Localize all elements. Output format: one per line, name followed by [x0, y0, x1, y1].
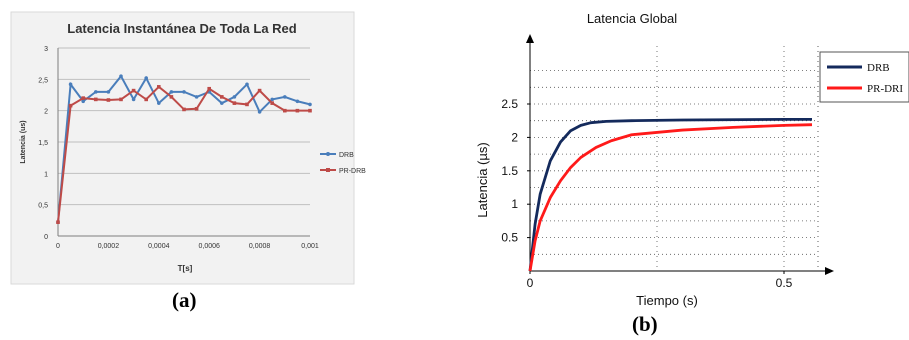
chart-a-point-drb [68, 82, 73, 87]
chart-b-y-arrow [526, 34, 534, 43]
chart-a-point-drb [144, 76, 148, 80]
legend-drb-label: DRB [339, 152, 354, 159]
chart-b-x-arrow [825, 267, 834, 275]
chart-a-point-prdrb [270, 101, 274, 105]
chart-b-title: Latencia Global [587, 11, 677, 26]
legend-prdrb-label: PR-DRB [339, 168, 366, 175]
chart-b: Latencia Global 0.5 1 1.5 2 2.5 00.51 Latenc… [475, 11, 909, 308]
chart-a-x-ticks: 0 0,0002 0,0004 0,0006 0,0008 0,001 [56, 243, 319, 250]
chart-b-series [528, 117, 813, 272]
chart-a-point-drb [194, 95, 199, 99]
chart-a-y-tick-label: 1,5 [38, 140, 48, 147]
chart-a-y-tick-label: 2,5 [38, 77, 48, 84]
chart-a-x-tick-label: 0,0002 [98, 243, 120, 250]
chart-a-point-prdrb [157, 85, 161, 89]
chart-a-x-tick-label: 0 [56, 243, 60, 250]
chart-b-y-ticks: 0.5 1 1.5 2 2.5 [501, 97, 530, 245]
chart-b-series-line-drb [528, 117, 812, 272]
caption-a: (a) [172, 288, 197, 312]
chart-b-y-tick-label: 0.5 [501, 231, 518, 245]
chart-a-point-drb [169, 90, 174, 94]
chart-a-point-drb [94, 90, 98, 94]
chart-b-y-tick-label: 2.5 [501, 97, 518, 111]
chart-a-legend: DRB PR-DRB [320, 152, 366, 175]
chart-a-point-drb [232, 95, 237, 99]
chart-a-point-prdrb [119, 97, 123, 102]
chart-a-point-prdrb [169, 95, 174, 99]
chart-a-x-tick-label: 0,0008 [249, 243, 271, 250]
chart-a-series [56, 74, 312, 225]
chart-a-x-label: T[s] [178, 264, 193, 273]
chart-a-point-prdrb [220, 95, 224, 99]
chart-a-point-prdrb [94, 97, 98, 102]
chart-a-point-drb [157, 101, 161, 105]
caption-b: (b) [632, 312, 658, 336]
chart-a-point-prdrb [232, 101, 237, 105]
chart-a-point-drb [131, 97, 136, 102]
chart-a-point-prdrb [257, 88, 262, 93]
chart-a-point-prdrb [295, 108, 300, 113]
chart-a-point-drb [119, 74, 123, 78]
chart-a-point-prdrb [144, 97, 148, 102]
chart-a-y-label: Latencia (us) [20, 120, 27, 163]
chart-a-point-prdrb [56, 220, 60, 225]
chart-b-x-ticks: 00.51 [527, 271, 793, 290]
chart-b-y-tick-label: 1.5 [501, 164, 518, 178]
chart-a-x-tick-label: 0,001 [301, 243, 319, 250]
chart-b-x-tick-label: 0 [527, 276, 534, 290]
chart-a-y-tick-label: 0,5 [38, 203, 48, 210]
chart-b-x-label: Tiempo (s) [636, 293, 698, 308]
chart-a-grid [58, 47, 310, 206]
chart-b-grid [530, 46, 819, 271]
chart-a-point-drb [182, 90, 186, 94]
chart-a-y-tick-label: 0 [44, 234, 48, 241]
chart-a-x-tick-label: 0,0006 [198, 243, 220, 250]
chart-a-point-drb [220, 101, 224, 105]
chart-a-y-tick-label: 1 [44, 171, 48, 178]
chart-a-point-prdrb [308, 108, 312, 113]
chart-b-x-tick-label: 0.5 [776, 276, 793, 290]
chart-a-point-drb [81, 99, 85, 104]
chart-a-point-drb [270, 97, 275, 102]
chart-a-point-drb [295, 99, 300, 104]
legend-b-prdri-label: PR-DRI [867, 83, 903, 95]
chart-a-title: Latencia Instantánea De Toda La Red [67, 21, 297, 36]
chart-a-point-drb [106, 90, 111, 94]
chart-a-point-prdrb [182, 107, 186, 112]
chart-b-y-label: Latencia (µs) [475, 142, 490, 217]
chart-b-legend: DRB PR-DRI [819, 51, 909, 103]
chart-a-y-ticks: 0 0,5 1 1,5 2 2,5 3 [38, 46, 48, 241]
chart-a-point-prdrb [207, 86, 211, 91]
chart-b-legend-box [819, 51, 909, 103]
legend-b-drb-label: DRB [867, 62, 890, 74]
chart-a-point-drb [283, 95, 287, 99]
legend-prdrb-marker [326, 168, 330, 172]
chart-a-point-prdrb [106, 98, 111, 102]
chart-a: Latencia Instantánea De Toda La Red 0 0,5… [10, 11, 366, 285]
chart-a-x-tick-label: 0,0004 [148, 243, 170, 250]
chart-b-y-tick-label: 1 [511, 197, 518, 211]
chart-a-point-drb [257, 110, 262, 114]
chart-a-point-prdrb [131, 88, 136, 93]
chart-a-background [10, 11, 355, 285]
chart-a-point-prdrb [194, 106, 199, 111]
chart-a-point-prdrb [283, 108, 287, 113]
chart-a-y-tick-label: 3 [44, 46, 48, 53]
chart-a-point-prdrb [245, 102, 249, 107]
chart-b-y-tick-label: 2 [511, 130, 518, 144]
chart-a-point-drb [245, 82, 249, 87]
chart-a-point-prdrb [81, 96, 85, 100]
legend-drb-marker [326, 152, 330, 156]
chart-a-point-drb [308, 102, 312, 107]
chart-a-y-tick-label: 2 [44, 109, 48, 116]
chart-b-series-line-pr-dri [528, 123, 813, 272]
chart-a-point-prdrb [68, 103, 73, 108]
